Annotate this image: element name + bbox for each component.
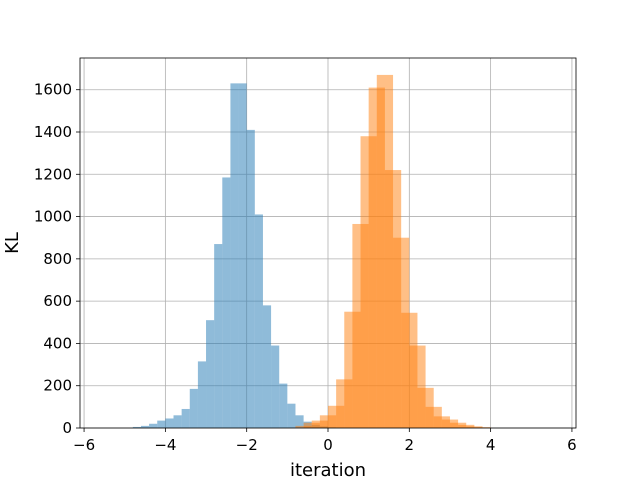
histogram-bar-series-1	[271, 345, 280, 428]
y-tick-label: 400	[43, 334, 72, 352]
histogram-bar-series-1	[165, 418, 174, 428]
histogram-bar-series-1	[230, 83, 239, 428]
histogram-bars	[132, 74, 491, 429]
x-tick-label: −2	[236, 436, 258, 454]
histogram-bar-series-1	[206, 320, 215, 428]
y-tick-label: 1600	[34, 81, 72, 99]
histogram-bar-series-1	[181, 408, 190, 428]
histogram-bar-series-1	[173, 415, 182, 428]
histogram-bar-series-2	[474, 427, 491, 428]
histogram-bar-series-1	[262, 305, 272, 428]
histogram-bar-series-1	[254, 214, 263, 428]
y-tick-label: 800	[43, 250, 72, 268]
y-axis-ticks: 0 200 400 600 800 1000 1200 1400 1600	[34, 81, 80, 437]
histogram-bar-series-1	[140, 425, 150, 428]
y-tick-label: 1400	[34, 123, 72, 141]
y-tick-label: 1000	[34, 208, 72, 226]
histogram-bar-series-1	[238, 83, 247, 428]
histogram-bar-series-1	[246, 129, 255, 428]
histogram-bar-series-1	[287, 403, 296, 428]
x-tick-label: −6	[73, 436, 95, 454]
grid	[80, 58, 576, 429]
x-axis-label: iteration	[290, 460, 366, 480]
x-tick-label: 6	[567, 436, 577, 454]
y-tick-label: 200	[43, 377, 72, 395]
histogram-bar-series-1	[295, 415, 304, 428]
histogram-bar-series-1	[279, 383, 288, 428]
y-tick-label: 0	[62, 419, 72, 437]
histogram-bar-series-1	[214, 244, 223, 428]
histogram-bar-series-1	[132, 426, 141, 428]
x-tick-label: 4	[486, 436, 496, 454]
histogram-bar-series-2	[311, 420, 328, 428]
x-axis-ticks: −6 −4 −2 0 2 4 6	[73, 428, 577, 454]
histogram-bar-series-1	[157, 420, 166, 428]
histogram-bar-series-1	[222, 177, 231, 428]
histogram-bar-series-1	[149, 423, 158, 428]
y-axis-label: KL	[2, 232, 23, 254]
x-tick-label: −4	[154, 436, 176, 454]
histogram-bar-series-1	[197, 361, 207, 428]
y-tick-label: 1200	[34, 165, 72, 183]
y-tick-label: 600	[43, 292, 72, 310]
x-tick-label: 2	[405, 436, 415, 454]
histogram-bar-series-1	[189, 388, 198, 428]
x-tick-label: 0	[323, 436, 333, 454]
histogram-bar-series-2	[458, 424, 475, 428]
